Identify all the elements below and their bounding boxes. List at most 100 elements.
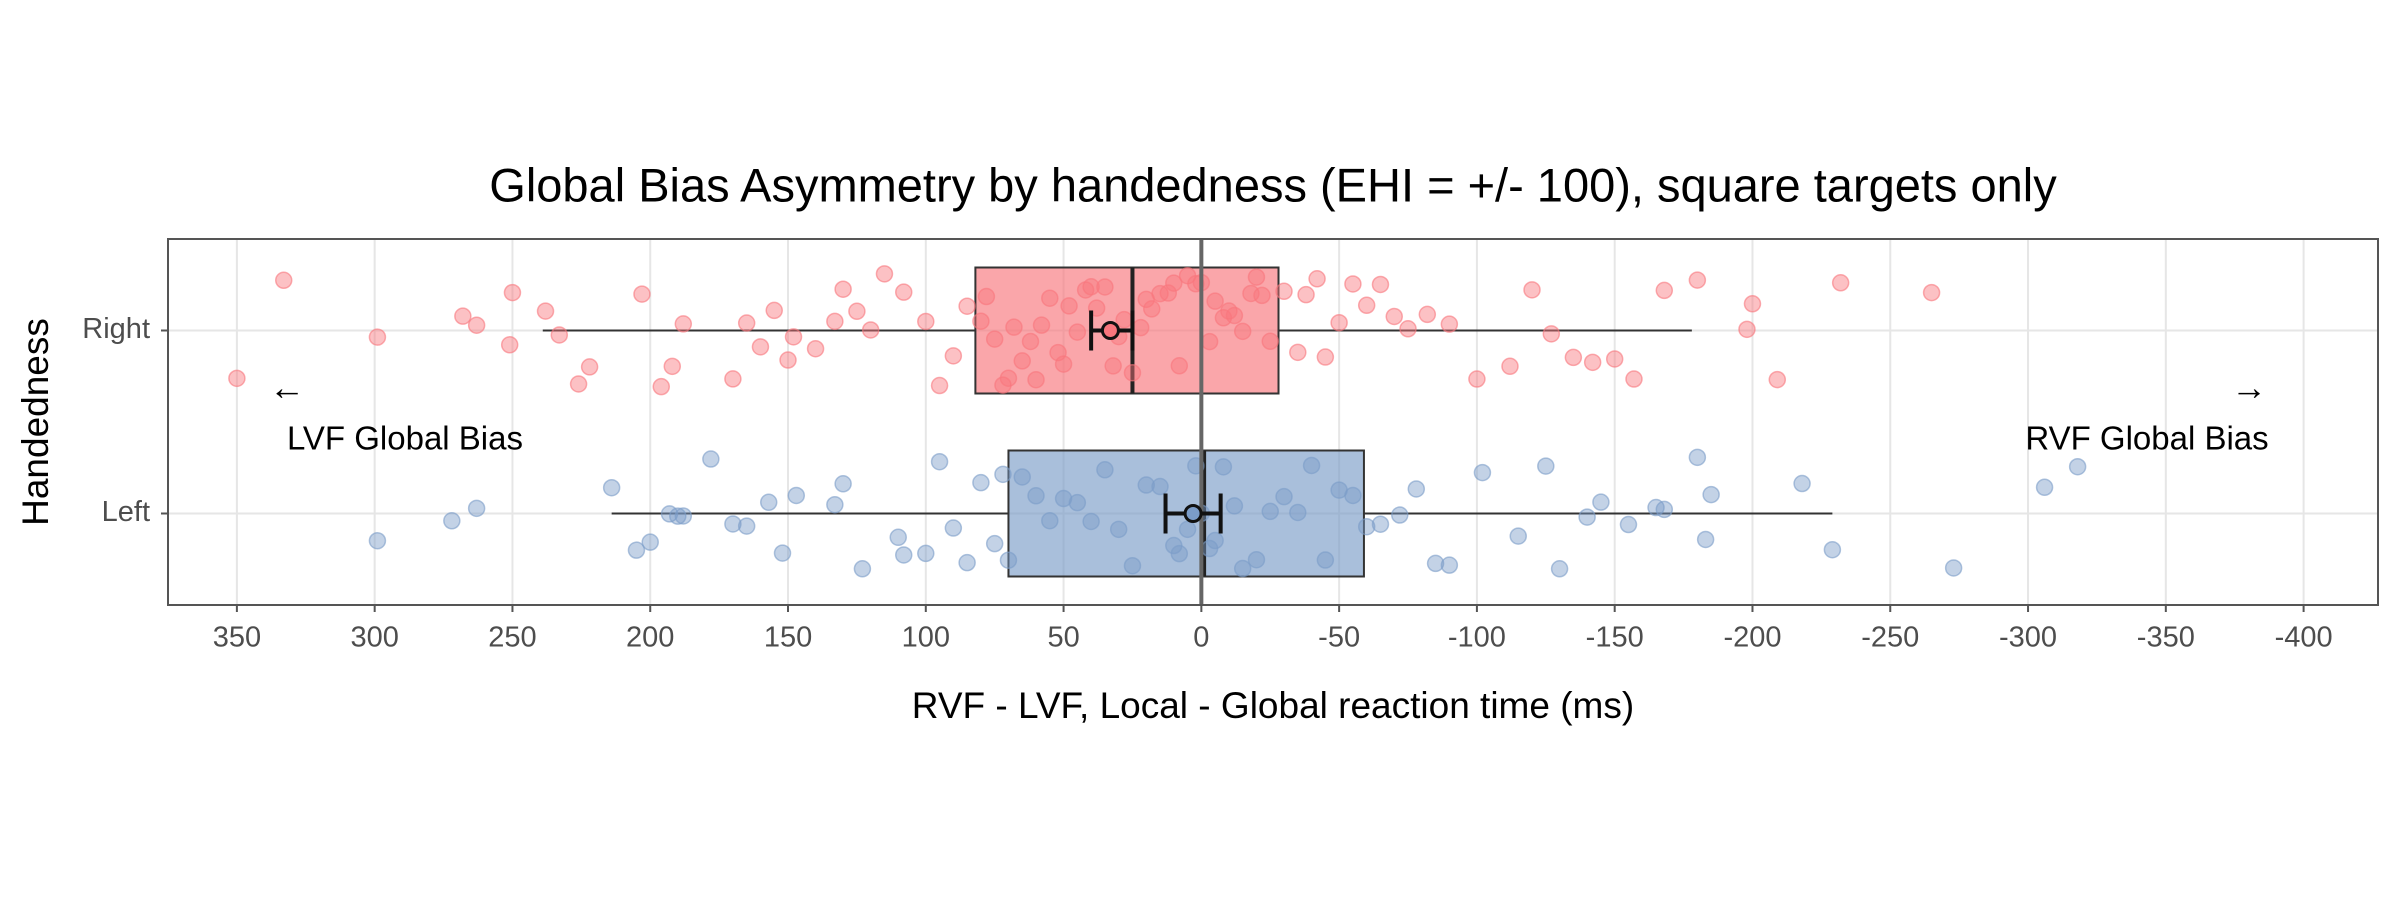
point <box>958 297 976 315</box>
point <box>1143 300 1161 318</box>
point <box>1013 468 1031 486</box>
point <box>2068 457 2087 476</box>
point <box>826 312 844 331</box>
point <box>1082 512 1100 531</box>
point <box>724 370 742 388</box>
point <box>1123 556 1142 575</box>
point <box>1151 477 1169 496</box>
point <box>1922 283 1941 302</box>
x-tick-label: -200 <box>1723 622 1781 654</box>
point <box>917 544 935 563</box>
point <box>536 302 555 320</box>
point <box>1170 544 1189 563</box>
point <box>1426 554 1445 573</box>
point <box>1440 315 1459 333</box>
point <box>1096 461 1114 479</box>
point <box>765 301 783 320</box>
point <box>1170 357 1189 375</box>
point <box>1261 502 1279 521</box>
point <box>1054 355 1073 373</box>
point <box>1542 325 1561 343</box>
x-tick-label: -250 <box>1861 622 1919 654</box>
point <box>443 512 461 530</box>
point <box>1233 322 1252 341</box>
point <box>1793 474 1811 493</box>
point <box>1655 500 1674 519</box>
point <box>674 507 693 525</box>
point <box>999 551 1018 569</box>
point <box>669 507 687 525</box>
point <box>1013 352 1031 370</box>
x-tick-label: -50 <box>1318 622 1360 654</box>
point <box>834 475 852 493</box>
x-tick-label: 100 <box>902 622 950 654</box>
y-tick-label: Right <box>82 313 150 345</box>
point <box>1357 517 1376 536</box>
x-tick-label: 50 <box>1047 622 1079 654</box>
point <box>569 375 588 393</box>
x-tick-label: 350 <box>213 622 261 654</box>
point <box>1159 284 1178 302</box>
point <box>759 493 778 512</box>
point <box>1344 486 1362 505</box>
point <box>985 330 1004 348</box>
point <box>894 283 913 301</box>
point <box>1738 320 1756 339</box>
point <box>1564 348 1583 367</box>
point <box>751 338 770 356</box>
point <box>848 302 866 321</box>
x-tick-label: 300 <box>350 622 398 654</box>
point <box>1206 531 1224 550</box>
point <box>779 351 797 369</box>
point <box>1225 306 1244 325</box>
point <box>1297 285 1315 304</box>
x-tick-label: 0 <box>1193 622 1209 654</box>
point <box>972 312 990 330</box>
point <box>958 553 976 572</box>
point <box>1501 357 1519 376</box>
point <box>702 450 720 468</box>
point <box>1289 343 1307 362</box>
point <box>1399 320 1417 338</box>
point <box>1316 348 1335 366</box>
point <box>977 287 996 306</box>
point <box>1275 282 1293 301</box>
point <box>1247 550 1266 569</box>
point <box>1592 493 1610 511</box>
point <box>1200 332 1219 351</box>
point <box>972 473 990 492</box>
y-tick-label: Left <box>102 496 150 528</box>
point <box>737 517 756 535</box>
point <box>1178 520 1197 539</box>
point <box>1165 274 1183 292</box>
point <box>1371 515 1390 533</box>
point <box>228 369 246 388</box>
point <box>1041 511 1059 530</box>
point <box>1302 456 1321 475</box>
marks <box>228 239 2087 605</box>
point <box>994 465 1012 484</box>
point <box>1104 357 1122 375</box>
point <box>1357 296 1376 315</box>
point <box>724 515 742 533</box>
point <box>1605 350 1624 368</box>
point <box>1371 275 1390 294</box>
point <box>652 377 671 396</box>
point <box>806 339 825 358</box>
point <box>1096 278 1114 296</box>
point <box>1625 370 1643 388</box>
x-tick-label: -100 <box>1448 622 1506 654</box>
point <box>1261 332 1279 351</box>
x-tick-label: -350 <box>2137 622 2195 654</box>
point <box>503 283 522 302</box>
point <box>633 285 651 303</box>
point <box>1550 560 1569 578</box>
point <box>985 534 1004 553</box>
point <box>1247 268 1266 286</box>
point <box>1385 307 1403 326</box>
point <box>1115 310 1133 329</box>
point <box>1206 292 1224 310</box>
point <box>737 314 756 332</box>
point <box>1473 463 1492 482</box>
